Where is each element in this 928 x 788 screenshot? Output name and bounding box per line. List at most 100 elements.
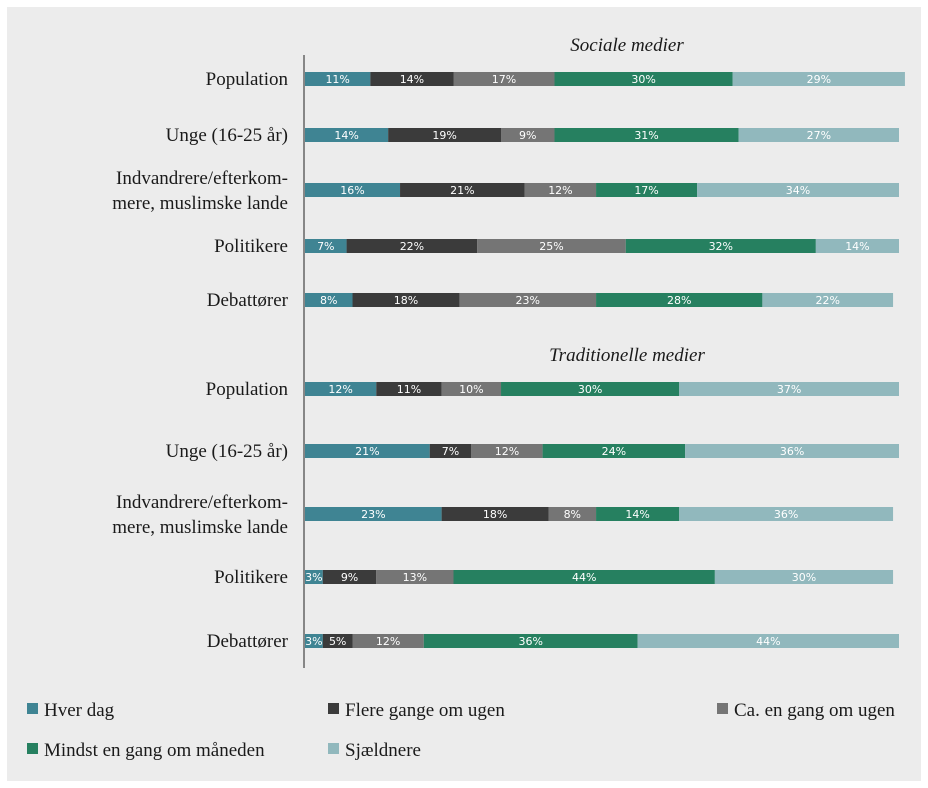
legend-label: Hver dag (44, 700, 115, 721)
data-label: 21% (355, 445, 379, 458)
legend-label: Flere gange om ugen (345, 700, 505, 721)
bar-segment (596, 507, 680, 521)
bar-segment (352, 634, 424, 648)
category-label: Unge (16-25 år) (166, 125, 288, 146)
data-label: 9% (341, 571, 358, 584)
data-label: 24% (602, 445, 626, 458)
bar-segment (714, 570, 894, 584)
data-label: 8% (564, 508, 581, 521)
bar-segment (370, 72, 454, 86)
data-label: 7% (442, 445, 459, 458)
category-label: Population (206, 379, 289, 400)
data-label: 22% (400, 240, 424, 253)
bar-segment (471, 444, 543, 458)
bar-segment (322, 570, 377, 584)
bar-segment (685, 444, 899, 458)
data-label: 18% (394, 294, 418, 307)
data-label: 12% (548, 184, 572, 197)
data-label: 17% (634, 184, 658, 197)
bar-segment (548, 507, 597, 521)
bar-segment (346, 239, 478, 253)
bar-segment (679, 507, 894, 521)
bar-segment (388, 128, 502, 142)
bar-segment (732, 72, 905, 86)
data-label: 8% (320, 294, 337, 307)
data-label: 9% (519, 129, 536, 142)
data-label: 28% (667, 294, 691, 307)
bar-segment (542, 444, 686, 458)
legend-label: Mindst en gang om måneden (44, 740, 265, 761)
bar-segment (596, 183, 698, 197)
data-label: 30% (578, 383, 602, 396)
bar-segment (305, 239, 347, 253)
data-label: 12% (328, 383, 352, 396)
bar-segment (679, 382, 899, 396)
data-label: 13% (403, 571, 427, 584)
category-label: Indvandrere/efterkom- (116, 168, 288, 189)
data-label: 27% (807, 129, 831, 142)
legend-swatch (328, 703, 339, 714)
bar-segment (305, 507, 442, 521)
bar-segment (376, 570, 454, 584)
legend-swatch (717, 703, 728, 714)
bar-segment (596, 293, 763, 307)
bar-segment (322, 634, 353, 648)
data-label: 14% (845, 240, 869, 253)
data-label: 16% (340, 184, 364, 197)
bar-segment (625, 239, 816, 253)
category-label: Population (206, 69, 289, 90)
category-label: Debattører (207, 631, 289, 652)
category-label: mere, muslimske lande (112, 193, 288, 214)
bar-segment (376, 382, 442, 396)
data-label: 36% (518, 635, 542, 648)
data-label: 31% (634, 129, 658, 142)
bar-segment (441, 382, 502, 396)
data-label: 14% (625, 508, 649, 521)
bar-segment (524, 183, 597, 197)
legend-label: Ca. en gang om ugen (734, 700, 895, 721)
data-label: 44% (756, 635, 780, 648)
bar-segment (305, 183, 401, 197)
bar-segment (453, 570, 715, 584)
data-label: 10% (459, 383, 483, 396)
data-label: 37% (777, 383, 801, 396)
bar-segment (477, 239, 626, 253)
legend-swatch (27, 703, 38, 714)
category-label: Indvandrere/efterkom- (116, 492, 288, 513)
bar-segment (453, 72, 555, 86)
bar-segment (423, 634, 638, 648)
data-label: 44% (572, 571, 596, 584)
data-label: 17% (492, 73, 516, 86)
data-label: 19% (432, 129, 456, 142)
bar-segment (305, 570, 323, 584)
bar-segment (400, 183, 525, 197)
data-label: 29% (807, 73, 831, 86)
data-label: 23% (361, 508, 385, 521)
category-label: mere, muslimske lande (112, 517, 288, 538)
data-label: 30% (631, 73, 655, 86)
bar-segment (815, 239, 899, 253)
bar-segment (501, 382, 680, 396)
data-label: 3% (305, 635, 322, 648)
data-label: 3% (305, 571, 322, 584)
bar-segment (305, 382, 377, 396)
bar-segment (637, 634, 899, 648)
bar-segment (697, 183, 899, 197)
bar-segment (305, 128, 389, 142)
bar-segment (554, 72, 733, 86)
bar-segment (762, 293, 894, 307)
legend-swatch (328, 743, 339, 754)
data-label: 23% (516, 294, 540, 307)
data-label: 12% (376, 635, 400, 648)
data-label: 34% (786, 184, 810, 197)
category-label: Politikere (214, 567, 288, 588)
bar-segment (352, 293, 460, 307)
data-label: 22% (815, 294, 839, 307)
bar-segment (459, 293, 597, 307)
section-title: Traditionelle medier (549, 345, 705, 366)
bar-segment (305, 293, 353, 307)
data-label: 18% (483, 508, 507, 521)
data-label: 32% (709, 240, 733, 253)
data-label: 12% (495, 445, 519, 458)
